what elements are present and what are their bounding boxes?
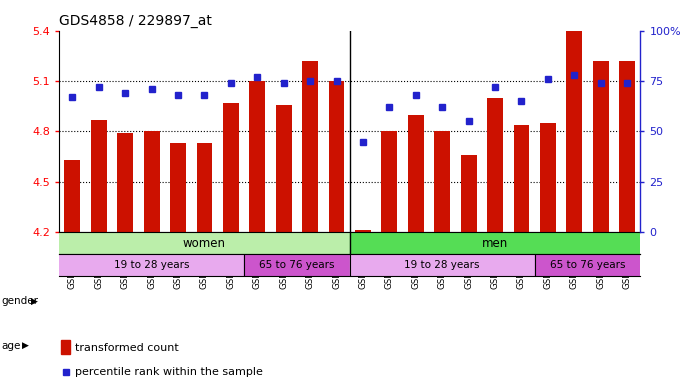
- Bar: [381, 131, 397, 232]
- Bar: [350, 233, 640, 254]
- Text: 19 to 28 years: 19 to 28 years: [114, 260, 189, 270]
- Bar: [461, 155, 477, 232]
- Bar: [302, 61, 318, 232]
- Bar: [143, 131, 159, 232]
- Bar: [619, 61, 635, 232]
- Bar: [329, 81, 345, 232]
- Text: gender: gender: [1, 296, 38, 306]
- Bar: [196, 143, 212, 232]
- Bar: [244, 255, 350, 276]
- Text: ▶: ▶: [31, 297, 38, 306]
- Text: ▶: ▶: [22, 341, 29, 350]
- Text: men: men: [482, 237, 508, 250]
- Text: GDS4858 / 229897_at: GDS4858 / 229897_at: [59, 14, 212, 28]
- Bar: [59, 255, 244, 276]
- Bar: [434, 131, 450, 232]
- Bar: [593, 61, 608, 232]
- Text: women: women: [183, 237, 226, 250]
- Bar: [91, 120, 106, 232]
- Bar: [117, 133, 133, 232]
- Bar: [355, 230, 371, 232]
- Text: 65 to 76 years: 65 to 76 years: [550, 260, 625, 270]
- Bar: [59, 233, 350, 254]
- Bar: [408, 115, 424, 232]
- Text: percentile rank within the sample: percentile rank within the sample: [75, 366, 263, 377]
- Bar: [276, 104, 292, 232]
- Bar: [350, 255, 535, 276]
- Bar: [487, 98, 503, 232]
- Bar: [535, 255, 640, 276]
- Bar: [249, 81, 265, 232]
- Bar: [170, 143, 186, 232]
- Text: 19 to 28 years: 19 to 28 years: [404, 260, 480, 270]
- Text: 65 to 76 years: 65 to 76 years: [259, 260, 335, 270]
- Bar: [65, 160, 80, 232]
- Bar: [567, 31, 583, 232]
- Text: transformed count: transformed count: [75, 343, 179, 353]
- Bar: [514, 125, 530, 232]
- Bar: [540, 123, 556, 232]
- Text: age: age: [1, 341, 21, 351]
- Bar: [61, 340, 70, 354]
- Bar: [223, 103, 239, 232]
